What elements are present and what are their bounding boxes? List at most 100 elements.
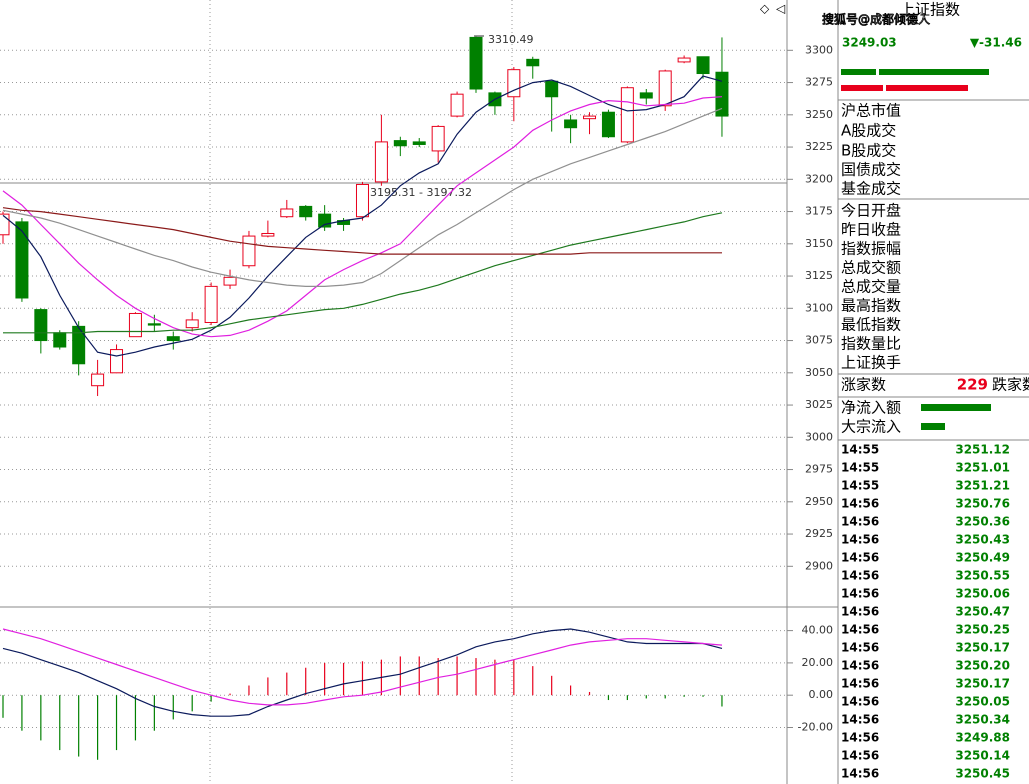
tick-price: 3250.05 xyxy=(955,695,1010,709)
y-tick-label: 3025 xyxy=(805,398,833,411)
down-label: 跌家数 xyxy=(992,376,1029,394)
y-tick-label: 3050 xyxy=(805,366,833,379)
candle-body xyxy=(431,125,445,152)
tick-time: 14:56 xyxy=(841,551,879,565)
tick-price: 3250.55 xyxy=(955,569,1010,583)
candle-body xyxy=(715,71,729,117)
field-label: A股成交 xyxy=(841,122,896,140)
y-tick-label: -20.00 xyxy=(798,720,833,733)
field-label: 今日开盘 xyxy=(841,202,901,220)
candle-body xyxy=(393,140,407,147)
field-label: 上证换手 xyxy=(841,354,901,372)
candle-body xyxy=(507,69,521,98)
tick-price: 3250.25 xyxy=(955,623,1010,637)
field-label: 总成交量 xyxy=(841,278,901,296)
y-tick-label: 3275 xyxy=(805,76,833,89)
tick-price: 3250.76 xyxy=(955,497,1010,511)
candle-body xyxy=(242,235,256,267)
icon[interactable]: ◇ xyxy=(760,2,770,16)
volume-bar xyxy=(879,69,989,75)
candle-body xyxy=(658,70,672,107)
tick-price: 3250.34 xyxy=(955,713,1010,727)
tick-time: 14:56 xyxy=(841,695,879,709)
high-label: 3310.49 xyxy=(488,33,534,46)
tick-time: 14:56 xyxy=(841,569,879,583)
volume-bar xyxy=(886,85,968,91)
y-tick-label: 3175 xyxy=(805,205,833,218)
field-label: 国债成交 xyxy=(841,161,901,179)
volume-bar xyxy=(841,85,883,91)
y-tick-label: 0.00 xyxy=(809,688,834,701)
volume-bar xyxy=(841,69,876,75)
y-tick-label: 3225 xyxy=(805,140,833,153)
up-count: 229 xyxy=(957,376,988,394)
candle-body xyxy=(469,36,483,90)
candle-body xyxy=(564,119,578,129)
tick-time: 14:56 xyxy=(841,497,879,511)
tick-time: 14:56 xyxy=(841,533,879,547)
line xyxy=(3,212,723,334)
candle-body xyxy=(583,115,597,120)
candle-body xyxy=(110,349,124,374)
candle-body xyxy=(450,93,464,117)
tick-time: 14:56 xyxy=(841,641,879,655)
tick-time: 14:55 xyxy=(841,479,879,493)
tick-time: 14:55 xyxy=(841,443,879,457)
flow-label: 净流入额 xyxy=(841,399,901,417)
index-title: 上证指数 xyxy=(900,1,960,19)
candle-body xyxy=(696,56,710,75)
y-tick-label: 3075 xyxy=(805,334,833,347)
tick-price: 3250.17 xyxy=(955,641,1010,655)
y-tick-label: 2900 xyxy=(805,559,833,572)
field-label: 昨日收盘 xyxy=(841,221,901,239)
field-label: 最高指数 xyxy=(841,297,901,315)
field-label: 总成交额 xyxy=(841,259,901,277)
y-tick-label: 2950 xyxy=(805,495,833,508)
candle-body xyxy=(620,87,634,143)
field-label: B股成交 xyxy=(841,142,896,160)
tick-time: 14:56 xyxy=(841,659,879,673)
y-tick-label: 3150 xyxy=(805,237,833,250)
tick-price: 3250.20 xyxy=(955,659,1010,673)
line xyxy=(2,96,723,338)
tick-price: 3251.21 xyxy=(955,479,1010,493)
y-tick-label: 3200 xyxy=(805,172,833,185)
tick-price: 3250.36 xyxy=(955,515,1010,529)
candle-body xyxy=(72,325,86,365)
candle-body xyxy=(639,92,653,99)
y-tick-label: 3100 xyxy=(805,301,833,314)
tick-time: 14:56 xyxy=(841,731,879,745)
tick-time: 14:56 xyxy=(841,677,879,691)
flow-label: 大宗流入 xyxy=(841,418,901,436)
tick-price: 3250.49 xyxy=(955,551,1010,565)
change: ▼-31.46 xyxy=(970,36,1022,50)
y-tick-label: 2975 xyxy=(805,463,833,476)
candle-body xyxy=(223,276,237,286)
y-tick-label: 40.00 xyxy=(802,624,834,637)
candle-body xyxy=(204,285,218,323)
tick-price: 3249.88 xyxy=(955,731,1010,745)
candle-body xyxy=(128,312,142,338)
candle-body xyxy=(15,221,29,299)
candle-body xyxy=(91,373,105,387)
tick-price: 3250.17 xyxy=(955,677,1010,691)
candle-body xyxy=(355,183,369,218)
candle-body xyxy=(412,141,426,145)
y-tick-label: 3000 xyxy=(805,430,833,443)
icon[interactable]: ◁ xyxy=(775,2,785,16)
tick-time: 14:56 xyxy=(841,587,879,601)
candle-body xyxy=(53,332,67,348)
tick-time: 14:56 xyxy=(841,515,879,529)
tick-time: 14:56 xyxy=(841,713,879,727)
tick-price: 3250.47 xyxy=(955,605,1010,619)
y-tick-label: 20.00 xyxy=(802,656,834,669)
price: 3249.03 xyxy=(842,36,897,50)
line xyxy=(2,628,723,717)
candle-body xyxy=(677,57,691,63)
y-tick-label: 3250 xyxy=(805,108,833,121)
watermark: 搜狐号@成都倾德人 xyxy=(822,12,930,27)
tick-price: 3250.14 xyxy=(955,749,1010,763)
tick-price: 3250.06 xyxy=(955,587,1010,601)
tick-time: 14:56 xyxy=(841,767,879,781)
